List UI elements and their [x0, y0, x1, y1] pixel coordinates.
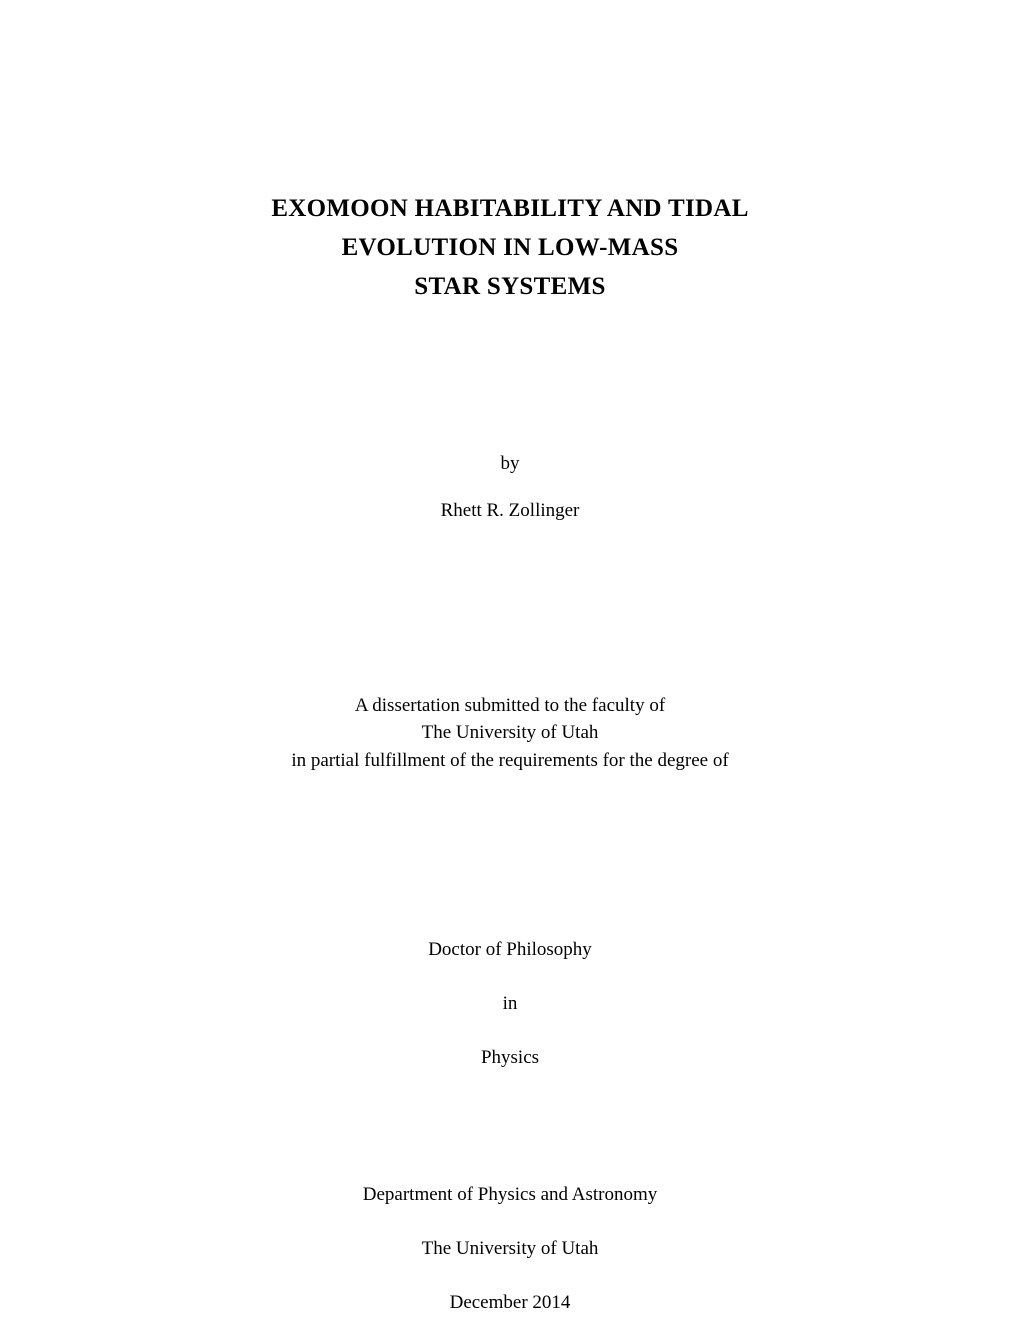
- title-page: EXOMOON HABITABILITY AND TIDAL EVOLUTION…: [0, 0, 1020, 1320]
- degree-name: Doctor of Philosophy: [0, 939, 1020, 961]
- degree-block: Doctor of Philosophy in Physics: [0, 939, 1020, 1069]
- department: Department of Physics and Astronomy: [0, 1184, 1020, 1206]
- submission-statement: A dissertation submitted to the faculty …: [0, 692, 1020, 775]
- dissertation-title: EXOMOON HABITABILITY AND TIDAL EVOLUTION…: [0, 190, 1020, 306]
- title-line-1: EXOMOON HABITABILITY AND TIDAL: [0, 190, 1020, 229]
- submission-line-3: in partial fulfillment of the requiremen…: [0, 747, 1020, 775]
- submission-line-2: The University of Utah: [0, 719, 1020, 747]
- degree-field: Physics: [0, 1047, 1020, 1069]
- author-block: by Rhett R. Zollinger: [0, 451, 1020, 522]
- author-name: Rhett R. Zollinger: [0, 500, 1020, 522]
- title-line-2: EVOLUTION IN LOW-MASS: [0, 229, 1020, 268]
- degree-in: in: [0, 993, 1020, 1015]
- institution: The University of Utah: [0, 1238, 1020, 1260]
- byline: by: [0, 451, 1020, 478]
- date: December 2014: [0, 1292, 1020, 1314]
- submission-line-1: A dissertation submitted to the faculty …: [0, 692, 1020, 720]
- footer-block: Department of Physics and Astronomy The …: [0, 1184, 1020, 1314]
- title-line-3: STAR SYSTEMS: [0, 268, 1020, 307]
